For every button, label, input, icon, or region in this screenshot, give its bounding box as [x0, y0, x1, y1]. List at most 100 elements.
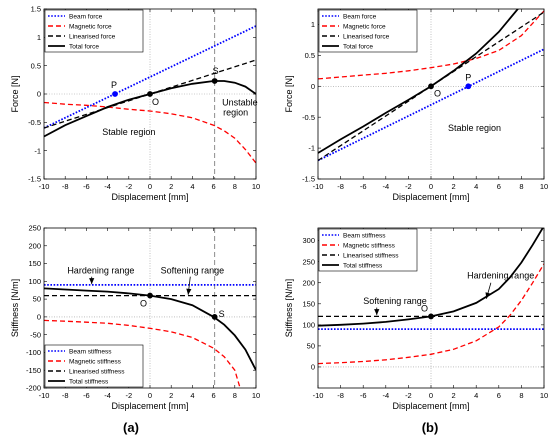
legend-box [44, 9, 144, 53]
x-tick-label: 4 [190, 391, 194, 400]
y-axis-label: Stiffness [N/m] [10, 279, 20, 337]
y-tick-label: 1 [37, 33, 41, 42]
series-line-3 [318, 228, 544, 327]
legend-entry: Linearised force [69, 33, 116, 40]
series-line-1 [318, 263, 544, 365]
x-tick-label: -2 [125, 182, 132, 191]
legend: Beam force Magnetic force Linearised force… [318, 9, 418, 53]
series-line-2 [318, 11, 544, 162]
x-tick-label: -4 [382, 391, 389, 400]
x-tick-label: -6 [360, 182, 367, 191]
x-tick-label: -8 [337, 182, 344, 191]
legend-entry: Linearised stiffness [69, 368, 125, 375]
x-tick-label: 10 [540, 182, 548, 191]
y-tick-label: 200 [28, 241, 41, 250]
marker-point-S [211, 313, 218, 320]
x-tick-label: 6 [212, 391, 216, 400]
x-tick-label: -4 [104, 391, 111, 400]
legend-entry: Magnetic force [343, 23, 386, 30]
point-label-O: O [434, 88, 441, 98]
x-tick-label: -2 [125, 391, 132, 400]
x-tick-label: 6 [497, 182, 501, 191]
y-tick-label: 150 [302, 299, 315, 308]
legend-entry: Magnetic stiffness [343, 242, 396, 249]
caption-a: (a) [123, 420, 139, 435]
legend-entry: Magnetic force [69, 23, 112, 30]
legend-entry: Linearised force [343, 33, 390, 40]
annotation-text: Unstable [222, 97, 258, 107]
annotation-text: Hardening range [67, 266, 134, 276]
annotation-arrow-head [485, 292, 491, 299]
y-tick-label: -50 [30, 330, 41, 339]
marker-point-O [147, 91, 153, 97]
y-tick-label: 0.5 [31, 61, 41, 70]
plot-area [318, 9, 544, 179]
legend-entry: Beam stiffness [69, 348, 112, 355]
y-tick-label: 250 [28, 224, 41, 233]
x-tick-label: -8 [62, 391, 69, 400]
x-tick-label: 10 [252, 391, 260, 400]
plot-area [44, 228, 256, 388]
x-tick-label: -8 [337, 391, 344, 400]
series-line-1 [318, 10, 544, 80]
x-tick-label: 0 [429, 391, 433, 400]
y-tick-label: 50 [33, 295, 41, 304]
y-tick-label: -1.5 [28, 175, 41, 184]
legend-entry: Linearised stiffness [343, 252, 399, 259]
x-tick-label: -6 [83, 391, 90, 400]
x-tick-label: -10 [39, 182, 50, 191]
y-tick-label: 0 [311, 82, 315, 91]
series-line-1 [44, 101, 256, 164]
y-tick-label: 300 [302, 236, 315, 245]
legend-entry: Beam stiffness [343, 232, 386, 239]
x-tick-label: 4 [190, 182, 194, 191]
x-axis-label: Displacement [mm] [111, 192, 188, 202]
x-tick-label: -8 [62, 182, 69, 191]
x-tick-label: 4 [474, 182, 478, 191]
chart-b-stiffness: O Hardening range Softening range -10 -8 -6 -4… [284, 227, 548, 411]
x-tick-label: 4 [474, 391, 478, 400]
y-tick-label: 0 [37, 90, 41, 99]
legend-entry: Total force [69, 43, 99, 50]
y-tick-label: -1 [34, 146, 41, 155]
legend-box [318, 228, 418, 272]
marker-point-S [211, 78, 218, 84]
point-label-S: S [213, 66, 219, 76]
marker-point-P [112, 91, 118, 97]
x-tick-label: -10 [313, 391, 324, 400]
y-tick-label: 0.5 [305, 51, 315, 60]
x-tick-label: 8 [519, 182, 523, 191]
x-tick-label: 2 [169, 182, 173, 191]
x-axis-label: Displacement [mm] [392, 192, 469, 202]
x-tick-label: 8 [519, 391, 523, 400]
x-tick-label: 8 [233, 391, 237, 400]
y-axis-label: Stiffness [N/m] [284, 279, 294, 337]
y-axis-label: Force [N] [284, 75, 294, 112]
y-tick-label: 1 [311, 20, 315, 29]
x-tick-label: -4 [104, 182, 111, 191]
series-line-0 [44, 25, 256, 129]
annotation-text: Stable region [448, 123, 501, 133]
y-tick-label: -1.5 [302, 175, 315, 184]
x-tick-label: -6 [83, 182, 90, 191]
x-tick-label: 6 [497, 391, 501, 400]
legend: Beam stiffness Magnetic stiffness Linearis… [44, 344, 144, 388]
y-tick-label: 200 [302, 278, 315, 287]
point-label-S: S [219, 309, 225, 319]
plot-area [318, 228, 544, 388]
y-tick-label: -0.5 [28, 118, 41, 127]
annotation-text: Softening range [161, 266, 225, 276]
chart-a-stiffness: O S Hardening range Softening range -10 -8 -6 -… [10, 224, 260, 411]
series-line-3 [44, 287, 256, 371]
legend-entry: Beam force [69, 13, 103, 20]
y-tick-label: 100 [302, 320, 315, 329]
x-tick-label: 0 [429, 182, 433, 191]
caption-b: (b) [422, 420, 439, 435]
y-tick-label: -100 [26, 348, 41, 357]
x-tick-label: 2 [452, 391, 456, 400]
legend-entry: Beam force [343, 13, 377, 20]
y-tick-label: 150 [28, 259, 41, 268]
x-axis-label: Displacement [mm] [111, 401, 188, 411]
